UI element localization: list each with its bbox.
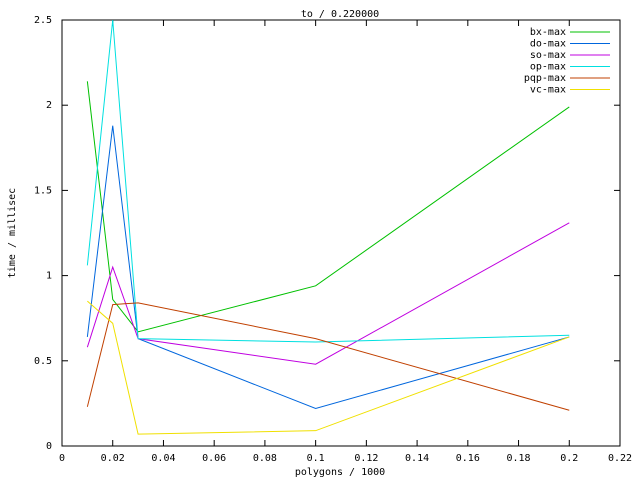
legend-label: op-max: [530, 62, 566, 73]
series-line: [86, 81, 570, 333]
series-line: [86, 19, 570, 343]
y-tick-label: 0.5: [34, 356, 52, 367]
legend-label: vc-max: [530, 85, 566, 96]
legend-label: so-max: [530, 50, 566, 61]
x-tick-label: 0.14: [405, 453, 429, 464]
plot-border: [61, 19, 621, 447]
series-line: [86, 222, 570, 365]
y-tick-label: 2: [46, 100, 52, 111]
x-axis-label: polygons / 1000: [295, 467, 385, 478]
x-tick-label: 0.1: [307, 453, 325, 464]
x-tick-label: 0.02: [101, 453, 125, 464]
x-tick-label: 0.2: [560, 453, 578, 464]
y-tick-label: 2.5: [34, 15, 52, 26]
legend-label: pqp-max: [524, 73, 566, 84]
x-tick-label: 0.04: [151, 453, 175, 464]
x-tick-label: 0.06: [202, 453, 226, 464]
x-tick-label: 0.08: [253, 453, 277, 464]
x-tick-label: 0: [59, 453, 65, 464]
y-tick-label: 1: [46, 271, 52, 282]
x-tick-label: 0.12: [354, 453, 378, 464]
x-tick-label: 0.16: [456, 453, 480, 464]
series-line: [87, 300, 570, 435]
y-tick-label: 1.5: [34, 185, 52, 196]
series-line: [86, 125, 570, 410]
series-line: [86, 302, 570, 411]
chart-title: to / 0.220000: [301, 9, 379, 20]
legend-label: do-max: [530, 39, 566, 50]
legend-label: bx-max: [530, 27, 566, 38]
x-tick-label: 0.18: [506, 453, 530, 464]
x-tick-label: 0.22: [608, 453, 632, 464]
y-axis-label: time / millisec: [7, 188, 18, 278]
y-tick-label: 0: [46, 441, 52, 452]
